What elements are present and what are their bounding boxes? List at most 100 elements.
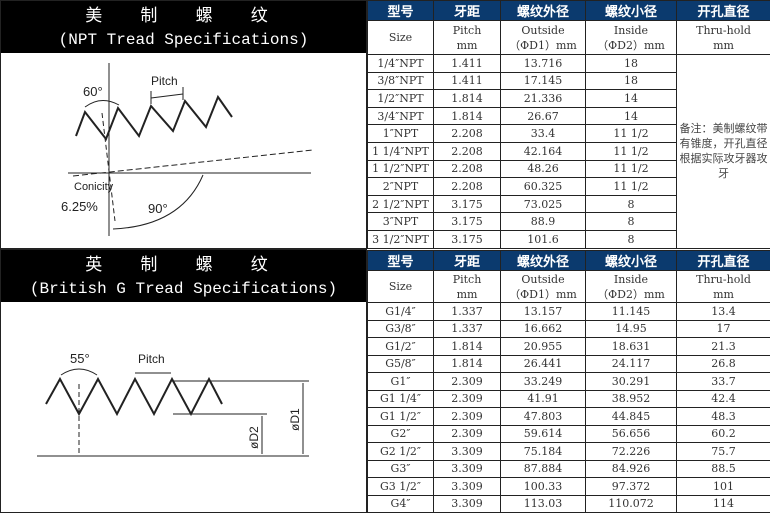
- table-cell: 1.337: [434, 320, 501, 338]
- table-cell: 13.716: [501, 55, 586, 73]
- table-cell: 11 1/2: [586, 178, 677, 196]
- bsp-pitch-label: Pitch: [138, 352, 165, 366]
- table-cell: 3.175: [434, 230, 501, 248]
- npt-conicity-value: 6.25%: [61, 199, 98, 214]
- table-cell: 18: [586, 72, 677, 90]
- table-cell: 16.662: [501, 320, 586, 338]
- table-cell: 42.164: [501, 142, 586, 160]
- table-cell: 3.175: [434, 213, 501, 231]
- bsp-header-row: 型号牙距螺纹外径螺纹小径开孔直径: [368, 251, 770, 271]
- table-cell: 26.67: [501, 107, 586, 125]
- table-cell: 88.5: [677, 460, 770, 478]
- column-subheader: Inside（ΦD2）mm: [586, 271, 677, 303]
- subheader-line: Outside: [501, 23, 585, 38]
- table-cell: 1.411: [434, 72, 501, 90]
- table-cell: 101.6: [501, 230, 586, 248]
- subheader-line: Thru-hold: [677, 272, 770, 287]
- table-cell: 14.95: [586, 320, 677, 338]
- subheader-line: Inside: [586, 272, 676, 287]
- table-cell: 41.91: [501, 390, 586, 408]
- table-cell: 1.814: [434, 90, 501, 108]
- column-subheader: Outside（ΦD1）mm: [501, 271, 586, 303]
- table-cell: 3.309: [434, 478, 501, 496]
- subheader-line: （ΦD1）mm: [501, 287, 585, 302]
- column-subheader: Size: [368, 21, 434, 55]
- table-cell: 11 1/2: [586, 160, 677, 178]
- npt-pitch-label: Pitch: [151, 74, 178, 88]
- table-cell: 14: [586, 90, 677, 108]
- table-cell: 2.309: [434, 408, 501, 426]
- table-cell: 48.26: [501, 160, 586, 178]
- table-cell: G3/8″: [368, 320, 434, 338]
- npt-title-cn: 美 制 螺 纹: [1, 1, 366, 29]
- table-cell: 30.291: [586, 373, 677, 391]
- table-cell: G3 1/2″: [368, 478, 434, 496]
- table-cell: 17.145: [501, 72, 586, 90]
- subheader-line: （ΦD2）mm: [586, 38, 676, 53]
- table-cell: 3.175: [434, 195, 501, 213]
- bsp-title: 英 制 螺 纹 (British G Tread Specifications): [1, 250, 366, 302]
- table-cell: 114: [677, 495, 770, 513]
- npt-thread-drawing: 60° Pitch Conicity 6.25% 90°: [1, 54, 366, 248]
- table-cell: 8: [586, 213, 677, 231]
- table-cell: 24.117: [586, 355, 677, 373]
- table-cell: 3″NPT: [368, 213, 434, 231]
- table-cell: 14: [586, 107, 677, 125]
- subheader-line: Thru-hold: [677, 23, 770, 38]
- table-cell: 2.208: [434, 160, 501, 178]
- table-cell: 59.614: [501, 425, 586, 443]
- table-cell: 33.249: [501, 373, 586, 391]
- table-cell: 1.411: [434, 55, 501, 73]
- table-cell: G3″: [368, 460, 434, 478]
- table-cell: 3/4″NPT: [368, 107, 434, 125]
- subheader-line: （ΦD2）mm: [586, 287, 676, 302]
- table-cell: G1/4″: [368, 303, 434, 321]
- npt-diagram: 60° Pitch Conicity 6.25% 90°: [1, 54, 366, 248]
- table-cell: 3/8″NPT: [368, 72, 434, 90]
- bsp-title-en: (British G Tread Specifications): [1, 278, 366, 300]
- column-header: 牙距: [434, 251, 501, 271]
- table-cell: 44.845: [586, 408, 677, 426]
- table-cell: G2 1/2″: [368, 443, 434, 461]
- column-header: 螺纹外径: [501, 251, 586, 271]
- column-header: 螺纹小径: [586, 1, 677, 21]
- table-cell: 3 1/2″NPT: [368, 230, 434, 248]
- npt-right-angle-label: 90°: [148, 201, 168, 216]
- table-cell: 60.325: [501, 178, 586, 196]
- table-cell: 1 1/4″NPT: [368, 142, 434, 160]
- table-cell: 88.9: [501, 213, 586, 231]
- table-cell: 2.208: [434, 178, 501, 196]
- subheader-line: Size: [368, 30, 433, 45]
- table-cell: 1/4″NPT: [368, 55, 434, 73]
- note-cell: 备注：美制螺纹带有锥度，开孔直径根据实际攻牙器攻牙: [677, 55, 770, 249]
- npt-conicity-label: Conicity: [74, 181, 114, 193]
- bsp-angle-label: 55°: [70, 351, 90, 366]
- bsp-d2-label: øD2: [247, 426, 261, 449]
- table-cell: 18: [586, 55, 677, 73]
- subheader-line: mm: [434, 287, 500, 302]
- table-cell: G1/2″: [368, 338, 434, 356]
- table-cell: 2.208: [434, 125, 501, 143]
- table-cell: 73.025: [501, 195, 586, 213]
- table-cell: 1.814: [434, 338, 501, 356]
- table-cell: 2.309: [434, 425, 501, 443]
- npt-angle-label: 60°: [83, 84, 103, 99]
- table-cell: G1 1/4″: [368, 390, 434, 408]
- table-cell: 3.309: [434, 495, 501, 513]
- table-cell: 1″NPT: [368, 125, 434, 143]
